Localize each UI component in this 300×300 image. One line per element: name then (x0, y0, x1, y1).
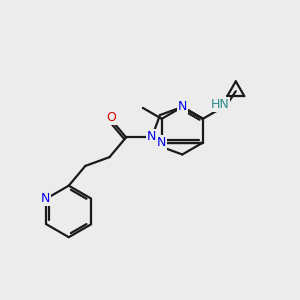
Text: O: O (106, 111, 116, 124)
Text: N: N (157, 136, 166, 149)
Text: N: N (41, 192, 50, 205)
Text: HN: HN (210, 98, 229, 111)
Text: N: N (147, 130, 157, 143)
Text: N: N (178, 100, 187, 113)
